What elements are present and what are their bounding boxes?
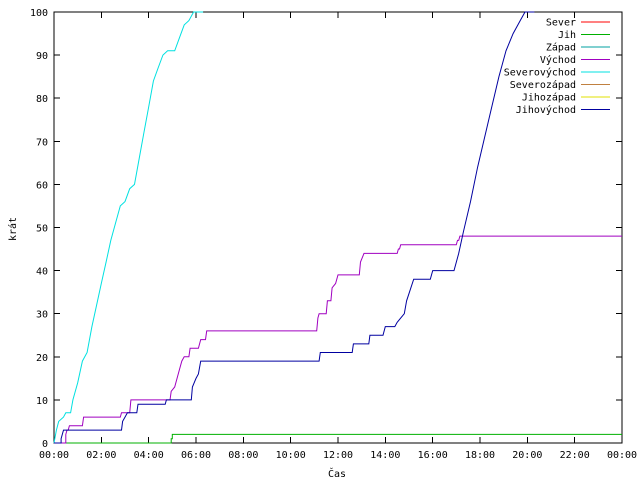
x-tick-label: 10:00 (276, 450, 306, 461)
x-axis-title: Čas (328, 467, 346, 480)
legend-label-jih: Jih (558, 30, 576, 41)
x-tick-label: 18:00 (465, 450, 495, 461)
x-tick-label: 00:00 (607, 450, 637, 461)
y-tick-label: 100 (30, 8, 48, 19)
y-tick-label: 20 (36, 353, 48, 364)
legend-label-severozapad: Severozápad (510, 79, 576, 91)
legend-label-sever: Sever (546, 18, 576, 29)
axes: 0 10 20 30 40 50 60 70 80 90 100 00:00 02:00 04:00 06:… (30, 8, 637, 461)
x-tick-label: 08:00 (228, 450, 258, 461)
y-tick-label: 90 (36, 51, 48, 62)
y-axis-title: krát (7, 217, 19, 241)
y-tick-label: 50 (36, 224, 48, 235)
y-tick-label: 10 (36, 396, 48, 407)
legend-label-zapad: Západ (546, 42, 576, 54)
x-tick-label: 20:00 (512, 450, 542, 461)
x-tick-label: 06:00 (181, 450, 211, 461)
y-tick-label: 60 (36, 180, 48, 191)
series-line-jihovychod (54, 11, 535, 444)
y-tick-label: 70 (36, 137, 48, 148)
y-tick-label: 0 (42, 439, 48, 450)
x-tick-label: 00:00 (39, 450, 69, 461)
x-tick-label: 16:00 (418, 450, 448, 461)
series-lines (53, 11, 622, 444)
x-tick-label: 22:00 (560, 450, 590, 461)
series-line-vychod (54, 235, 622, 444)
x-tick-label: 02:00 (86, 450, 116, 461)
legend-label-severovychod: Severovýchod (504, 67, 576, 79)
y-tick-label: 80 (36, 94, 48, 105)
series-line-severovychod (53, 11, 204, 444)
legend-label-jihozapad: Jihozápad (522, 92, 576, 104)
x-tick-label: 12:00 (323, 450, 353, 461)
y-tick-label: 30 (36, 310, 48, 321)
y-tick-label: 40 (36, 267, 48, 278)
legend-label-vychod: Východ (540, 54, 576, 66)
x-tick-label: 04:00 (134, 450, 164, 461)
legend: SeverJihZápadVýchodSeverovýchodSeverozáp… (504, 18, 610, 116)
x-tick-label: 14:00 (370, 450, 400, 461)
legend-label-jihovychod: Jihovýchod (516, 104, 576, 116)
series-line-jih (54, 433, 622, 444)
